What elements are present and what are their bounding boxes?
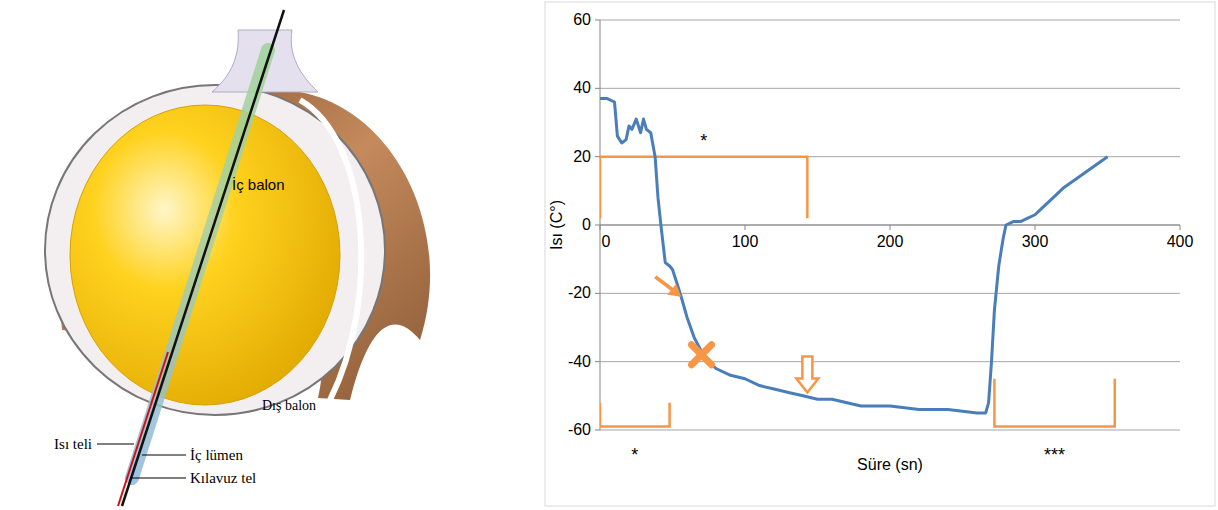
y-tick-label: -60: [568, 421, 591, 438]
y-tick: [595, 361, 600, 362]
diagram: İç balon Dış balon Isı teli İç lümen Kılavuz…: [45, 10, 430, 506]
grid-line: [600, 361, 1180, 362]
hollow-arrow-marker: [796, 356, 818, 392]
cross-bar: [692, 345, 712, 365]
y-axis: [600, 20, 601, 430]
figure: İç balon Dış balon Isı teli İç lümen Kılavuz…: [0, 0, 1218, 510]
y-tick: [595, 20, 600, 21]
outer-balloon-shape: [45, 85, 385, 415]
x-tick-label: 300: [1022, 233, 1049, 250]
outer-balloon-label: Dış balon: [262, 398, 316, 413]
temperature-line: [600, 99, 1108, 413]
x-tick-label: 0: [602, 233, 611, 250]
x-tick: [890, 225, 891, 230]
x-tick-label: 100: [732, 233, 759, 250]
leader-line: [97, 444, 134, 445]
chart-frame: [545, 2, 1215, 506]
arrow-head: [667, 284, 681, 297]
y-tick-label: 20: [573, 148, 591, 165]
x-tick: [1180, 225, 1181, 230]
cross-bar: [692, 345, 712, 365]
leader-line: [130, 478, 186, 479]
guide-wire: [122, 10, 284, 506]
x-tick-label: 200: [877, 233, 904, 250]
thermo-wire: [118, 352, 168, 506]
arrow-marker: [655, 277, 681, 297]
y-tick-label: 40: [573, 79, 591, 96]
leader-line: [142, 455, 186, 456]
y-tick: [595, 293, 600, 294]
bracket-label: ***: [1044, 445, 1065, 465]
y-tick-label: 60: [573, 11, 591, 28]
y-axis-title: Isı (C°): [548, 200, 565, 250]
y-tick: [595, 88, 600, 89]
y-tick-label: -20: [568, 284, 591, 301]
bracket: [600, 157, 807, 219]
chart: -60 -40 -20 0 20 40 60 0 100 200 300 400 Isı (C°) Sür…: [545, 2, 1215, 506]
inner-balloon-label: İç balon: [232, 176, 285, 193]
y-tick-label: 0: [582, 216, 591, 233]
y-tick: [595, 225, 600, 226]
y-tick: [595, 430, 600, 431]
y-tick-label: -40: [568, 353, 591, 370]
x-tick-label: 400: [1167, 233, 1194, 250]
thermo-wire-label: Isı teli: [54, 436, 92, 452]
grid-line: [600, 88, 1180, 89]
y-tick: [595, 156, 600, 157]
bracket: [600, 403, 670, 427]
x-axis-title: Süre (sn): [857, 456, 923, 473]
bracket-label: *: [631, 445, 638, 465]
grid-line: [600, 293, 1180, 294]
x-tick: [600, 225, 601, 230]
grid-line: [600, 20, 1180, 21]
plot-area: [600, 99, 1115, 427]
cross-marker: [692, 345, 712, 365]
guide-wire-label: Kılavuz tel: [190, 470, 256, 486]
bracket-label: *: [700, 131, 707, 151]
bracket: [994, 379, 1114, 427]
inner-lumen-label: İç lümen: [190, 447, 243, 463]
grid-line: [600, 430, 1180, 431]
x-tick: [1035, 225, 1036, 230]
x-tick: [745, 225, 746, 230]
